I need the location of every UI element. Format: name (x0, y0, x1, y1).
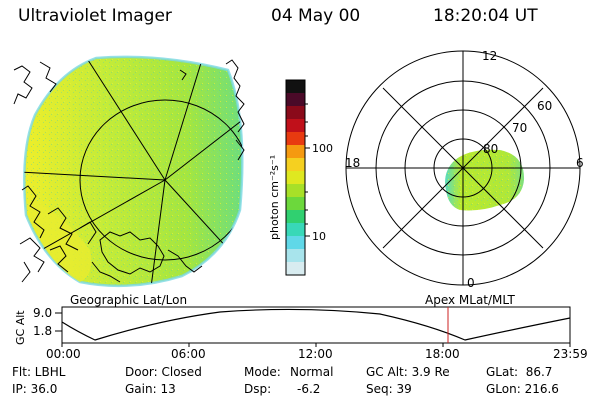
status-dsp-label: Dsp: (244, 382, 272, 396)
colorbar-tick-10: 10 (312, 230, 326, 243)
colorbar-swatch (286, 119, 305, 133)
mlt-label-6: 6 (576, 156, 584, 170)
colorbar-swatch (286, 236, 305, 250)
colorbar-swatch (286, 106, 305, 120)
geographic-grid (24, 56, 243, 286)
mlt-label-18: 18 (345, 156, 360, 170)
orbit-xtick-0600: 06:00 (171, 347, 206, 361)
colorbar-swatch (286, 80, 305, 94)
colorbar-swatch (286, 249, 305, 263)
colorbar-tick-100: 100 (312, 142, 333, 155)
mlat-label-80: 80 (483, 142, 498, 156)
status-glon: GLon: 216.6 (486, 382, 559, 396)
status-filter: Flt: LBHL (12, 365, 66, 379)
status-mode-label: Mode: (244, 365, 281, 379)
header-date: 04 May 00 (271, 6, 361, 26)
orbit-xtick-0000: 00:00 (46, 347, 81, 361)
orbit-xtick-2359: 23:59 (553, 347, 588, 361)
geographic-label: Geographic Lat/Lon (70, 293, 188, 307)
status-mode-value: Normal (290, 365, 334, 379)
colorbar-swatch (286, 262, 305, 276)
altitude-curve (61, 308, 571, 341)
orbit-ytick-1_8: 1.8 (33, 324, 53, 338)
coastlines (13, 59, 245, 283)
colorbar-swatch (286, 197, 305, 211)
colorbar-label: photon cm⁻²s⁻¹ (268, 155, 281, 240)
mlat-label-70: 70 (512, 121, 527, 135)
polar-plot: 12 18 6 0 60 70 80 (345, 49, 584, 290)
status-seq: Seq: 39 (366, 382, 412, 396)
status-ip: IP: 36.0 (12, 382, 58, 396)
status-dsp-value: -6.2 (297, 382, 321, 396)
orbit-plot: GC Alt (14, 306, 571, 347)
colorbar-swatch (286, 171, 305, 185)
colorbar-swatch (286, 145, 305, 159)
colorbar-swatch (286, 93, 305, 107)
app-title: Ultraviolet Imager (18, 6, 172, 26)
colorbar-swatch (286, 223, 305, 237)
colorbar-swatch (286, 210, 305, 224)
mlt-label-12: 12 (482, 49, 497, 63)
status-door: Door: Closed (125, 365, 202, 379)
orbit-ytick-9: 9.0 (33, 306, 53, 320)
orbit-xtick-1200: 12:00 (298, 347, 333, 361)
status-gain: Gain: 13 (125, 382, 176, 396)
colorbar-swatch (286, 158, 305, 172)
status-glat: GLat: 86.7 (486, 365, 553, 379)
colorbar-swatch (286, 132, 305, 146)
colorbar-swatch (286, 184, 305, 198)
geographic-image (13, 55, 245, 288)
colorbar: 100 10 photon cm⁻²s⁻¹ (268, 79, 333, 276)
header-time: 18:20:04 UT (433, 6, 538, 26)
mlat-label-60: 60 (537, 99, 552, 113)
status-gc-alt: GC Alt: 3.9 Re (366, 365, 450, 379)
orbit-ylabel: GC Alt (14, 310, 27, 345)
mlt-label-0: 0 (467, 276, 475, 290)
orbit-xtick-1800: 18:00 (425, 347, 460, 361)
apex-label: Apex MLat/MLT (425, 293, 515, 307)
